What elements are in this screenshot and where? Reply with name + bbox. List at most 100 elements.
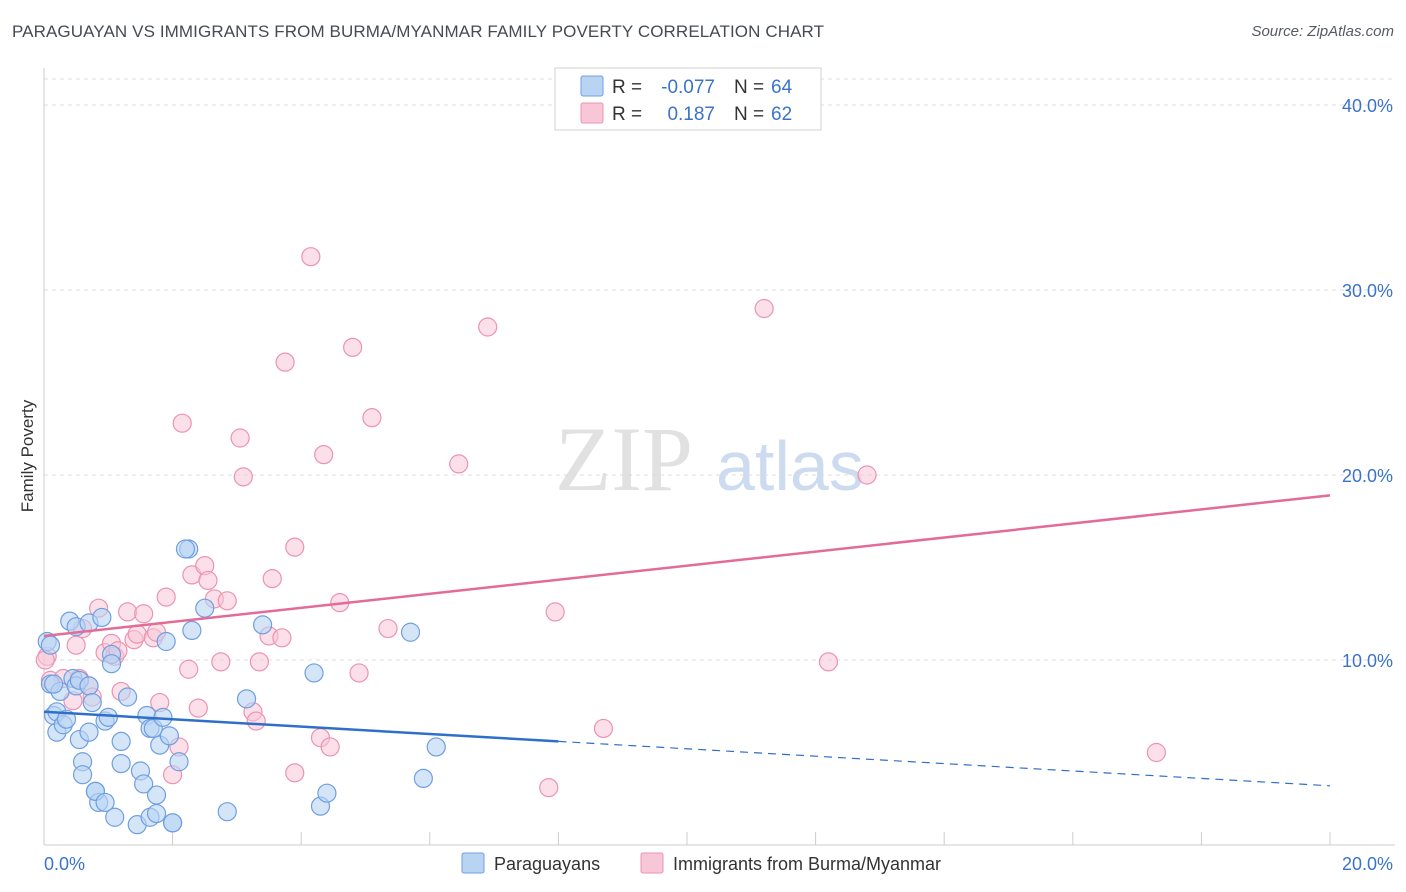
point-burma — [818, 652, 839, 672]
point-paraguayans — [40, 635, 61, 655]
point-paraguayans — [236, 689, 257, 709]
point-paraguayans — [163, 813, 183, 833]
point-burma — [233, 467, 253, 487]
point-burma — [378, 618, 398, 639]
point-burma — [285, 763, 305, 783]
trend-line-paraguayans — [43, 710, 559, 743]
point-burma — [449, 454, 469, 474]
point-paraguayans — [426, 737, 446, 757]
point-paraguayans — [134, 774, 154, 794]
point-paraguayans — [101, 654, 122, 674]
point-burma — [172, 413, 192, 433]
point-paraguayans — [79, 676, 99, 696]
y-tick-label: 20.0% — [1342, 466, 1393, 486]
points-paraguayans — [37, 539, 446, 835]
series-legend-swatch-paraguayans — [461, 852, 485, 874]
watermark: ZIP atlas — [555, 408, 864, 510]
point-burma — [127, 624, 147, 644]
point-paraguayans — [146, 785, 167, 805]
point-burma — [478, 317, 498, 337]
point-burma — [754, 298, 774, 319]
point-paraguayans — [79, 722, 99, 742]
chart-title: PARAGUAYAN VS IMMIGRANTS FROM BURMA/MYAN… — [12, 22, 825, 41]
point-burma — [301, 247, 321, 267]
legend-r-value-burma: 0.187 — [667, 104, 715, 125]
point-burma — [249, 652, 270, 672]
legend-r-label-burma: R = — [612, 104, 642, 125]
point-paraguayans — [56, 709, 77, 729]
point-paraguayans — [156, 631, 176, 652]
point-paraguayans — [111, 753, 131, 774]
point-paraguayans — [95, 792, 115, 813]
stats-legend: R = -0.077 N = 64 R = 0.187 N = 62 — [554, 67, 822, 131]
point-paraguayans — [82, 692, 102, 713]
point-paraguayans — [111, 731, 131, 752]
legend-swatch-paraguayans — [580, 75, 604, 97]
point-burma — [349, 663, 369, 683]
legend-n-value-paraguayans: 64 — [771, 77, 793, 98]
point-paraguayans — [98, 707, 118, 727]
watermark-zip: ZIP — [555, 408, 693, 510]
point-paraguayans — [253, 615, 273, 635]
trend-layer — [43, 494, 1331, 787]
y-tick-labels: 10.0% 20.0% 30.0% 40.0% — [1342, 96, 1393, 671]
legend-n-label-burma: N = — [734, 104, 764, 125]
point-burma — [262, 568, 282, 589]
legend-r-label-paraguayans: R = — [612, 77, 642, 98]
point-burma — [198, 570, 218, 591]
point-paraguayans — [182, 620, 202, 641]
point-burma — [66, 635, 86, 655]
chart-source: Source: ZipAtlas.com — [1251, 23, 1394, 40]
point-paraguayans — [175, 539, 196, 559]
point-burma — [314, 445, 334, 465]
point-burma — [343, 337, 363, 357]
point-burma — [188, 698, 208, 718]
legend-r-value-paraguayans: -0.077 — [661, 77, 715, 98]
point-burma — [272, 628, 292, 648]
watermark-atlas: atlas — [716, 427, 864, 505]
legend-n-value-burma: 62 — [771, 104, 792, 125]
point-burma — [230, 428, 250, 448]
point-burma — [134, 604, 154, 624]
point-paraguayans — [169, 752, 189, 772]
point-paraguayans — [105, 807, 125, 827]
point-burma — [545, 602, 565, 622]
legend-swatch-burma — [580, 102, 604, 124]
point-burma — [117, 602, 138, 622]
x-tick-marks — [43, 832, 1331, 845]
point-burma — [275, 352, 295, 372]
point-burma — [362, 408, 382, 428]
point-burma — [156, 587, 176, 607]
point-burma — [539, 778, 559, 798]
point-paraguayans — [146, 803, 167, 824]
legend-n-label-paraguayans: N = — [734, 77, 764, 98]
point-paraguayans — [317, 783, 337, 803]
point-burma — [320, 737, 340, 757]
point-burma — [246, 711, 266, 731]
point-paraguayans — [72, 765, 93, 785]
point-burma — [179, 659, 199, 679]
grid-layer — [44, 78, 1395, 661]
y-tick-label: 40.0% — [1342, 96, 1393, 116]
point-burma — [857, 465, 877, 485]
y-tick-label: 30.0% — [1342, 281, 1393, 301]
point-paraguayans — [400, 622, 421, 642]
x-tick-label-min: 0.0% — [44, 854, 85, 874]
trend-line-burma — [43, 494, 1331, 638]
point-paraguayans — [44, 674, 64, 694]
series-legend: Paraguayans Immigrants from Burma/Myanma… — [461, 852, 941, 874]
point-paraguayans — [92, 607, 112, 628]
y-axis-title: Family Poverty — [18, 399, 37, 512]
point-paraguayans — [217, 802, 237, 822]
point-burma — [217, 591, 237, 611]
points-burma — [35, 247, 1166, 798]
point-paraguayans — [159, 726, 179, 746]
x-tick-label-max: 20.0% — [1342, 854, 1393, 874]
point-paraguayans — [117, 687, 138, 707]
point-burma — [1146, 742, 1166, 763]
trend-line-paraguayans-extension — [558, 740, 1331, 787]
point-paraguayans — [195, 598, 215, 618]
series-legend-swatch-burma — [640, 852, 664, 874]
point-burma — [211, 652, 231, 672]
